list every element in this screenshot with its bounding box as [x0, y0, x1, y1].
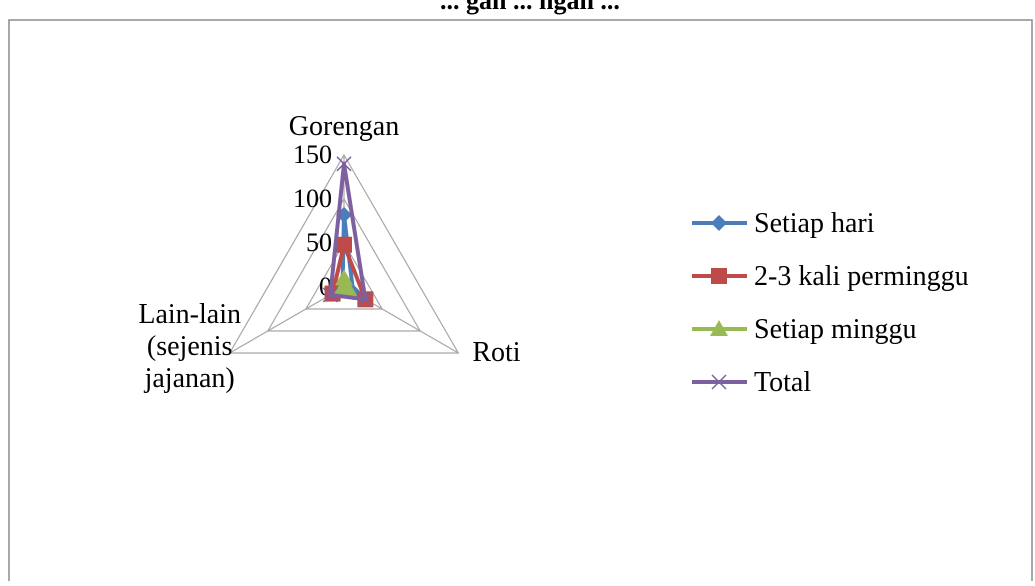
legend-item: 2-3 kali perminggu	[692, 261, 969, 292]
series-setiap-minggu	[333, 269, 358, 297]
legend-label: 2-3 kali perminggu	[754, 261, 969, 292]
data-point	[336, 156, 352, 172]
data-point	[322, 287, 338, 303]
tick-label: 50	[306, 228, 332, 257]
data-point	[711, 268, 727, 284]
radial-tick-labels: 050100150	[293, 140, 332, 301]
data-point	[336, 236, 352, 253]
grid-ring	[266, 197, 422, 332]
x-stroke	[322, 287, 338, 303]
x-stroke	[711, 374, 727, 390]
data-point	[357, 291, 373, 307]
category-label-line: Lain-lain	[138, 299, 241, 330]
legend-item: Setiap hari	[692, 208, 875, 239]
x-stroke	[357, 291, 373, 307]
category-label-line: Gorengan	[289, 111, 399, 142]
legend-item: Total	[692, 367, 811, 398]
chart-border	[8, 19, 1033, 586]
category-label-line: (sejenis	[147, 331, 233, 362]
data-point	[711, 374, 727, 390]
data-point	[333, 278, 352, 295]
category-label: Gorengan	[289, 111, 399, 142]
legend-label: Setiap minggu	[754, 314, 917, 345]
chart-title: ... gan ... ngan ...	[440, 0, 620, 15]
legend-label: Setiap hari	[754, 208, 875, 239]
grid-ring	[228, 153, 460, 354]
category-label-line: Roti	[472, 337, 520, 368]
data-point	[710, 320, 728, 336]
tick-label: 150	[293, 140, 332, 169]
legend-label: Total	[754, 367, 811, 398]
category-label-line: jajanan)	[144, 363, 235, 394]
x-stroke	[336, 156, 352, 172]
series-total	[322, 156, 373, 307]
series-layer	[322, 156, 374, 308]
legend-item: Setiap minggu	[692, 314, 917, 345]
category-label: Roti	[472, 337, 520, 368]
legend: Setiap hari 2-3 kali perminggu Setiap ming…	[692, 208, 969, 398]
data-point	[711, 215, 727, 231]
series-line	[328, 161, 368, 302]
tick-label: 100	[293, 184, 332, 213]
